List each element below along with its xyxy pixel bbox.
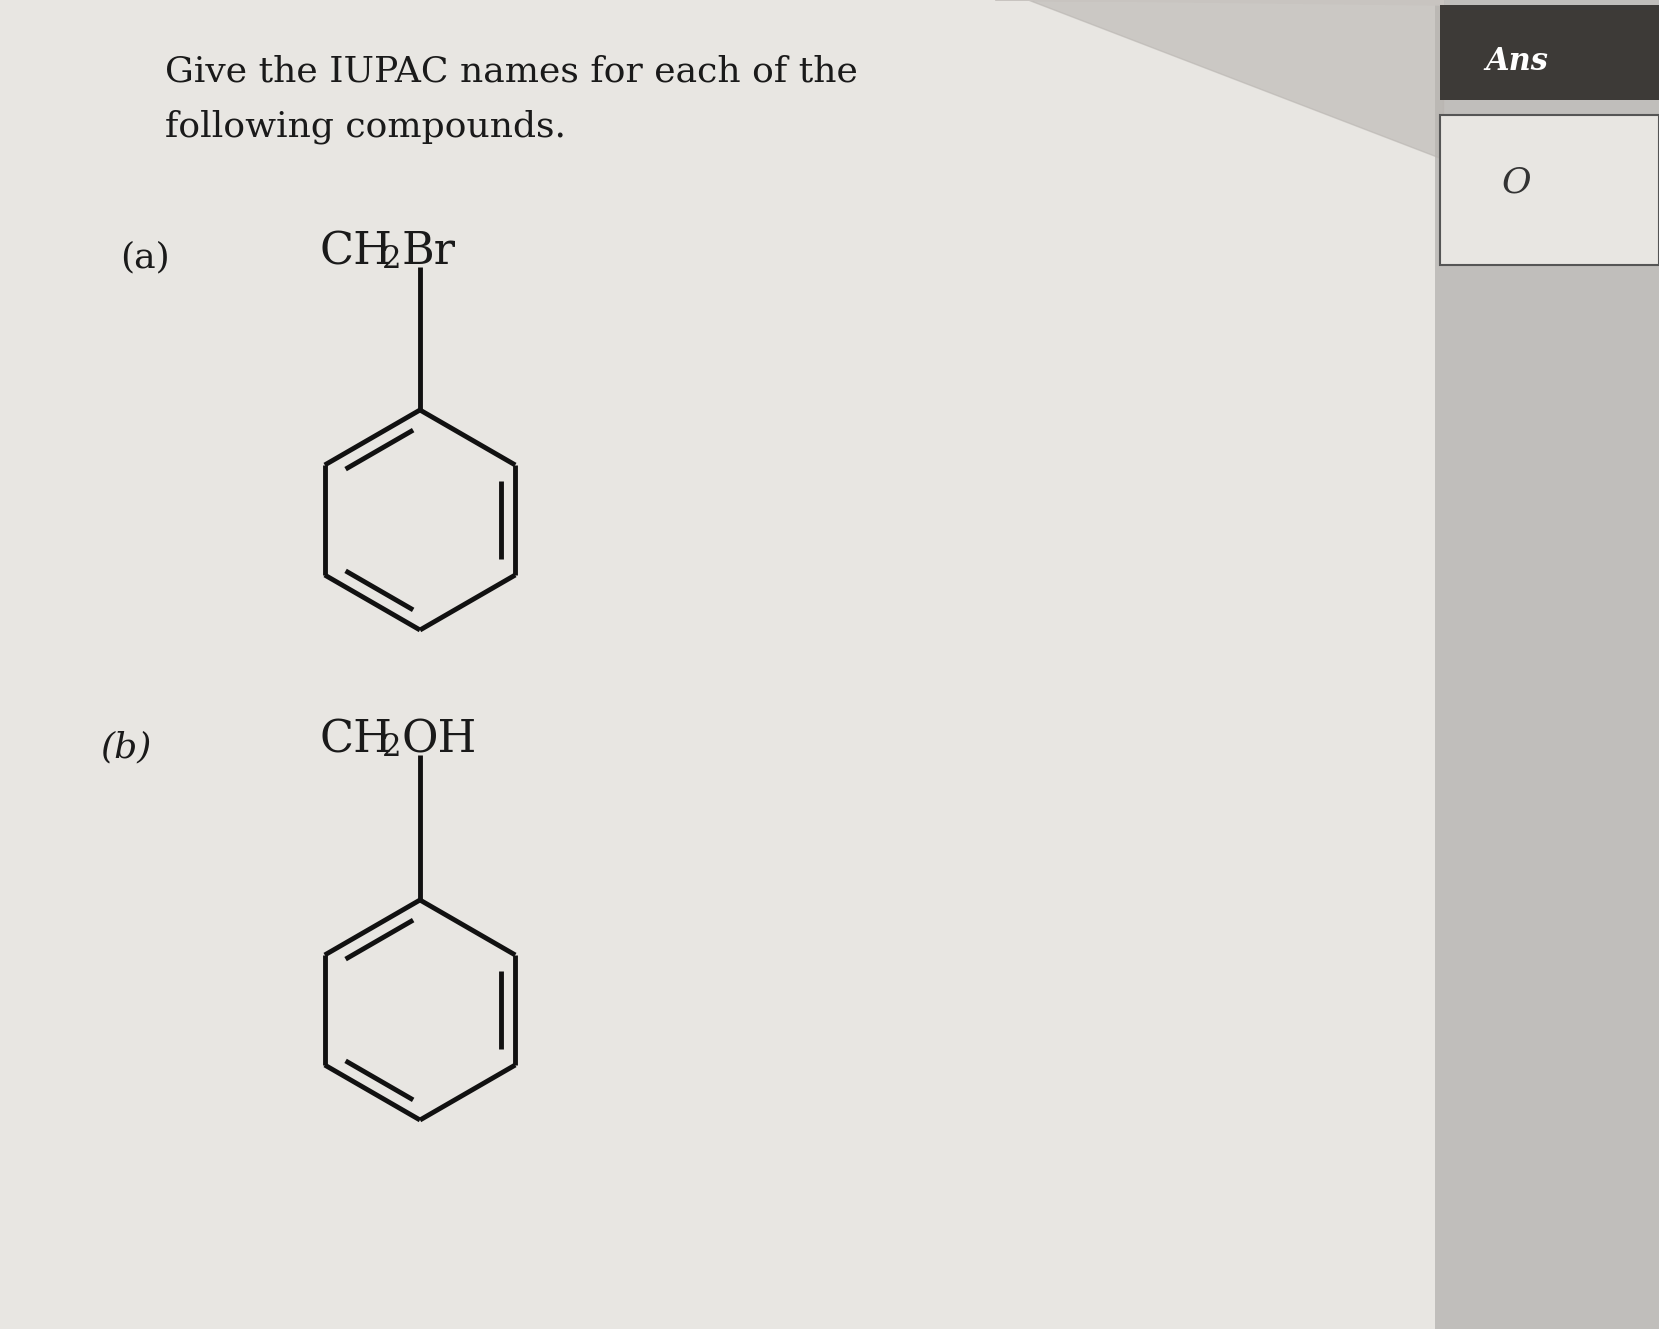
Polygon shape	[995, 0, 1443, 5]
Text: CH: CH	[320, 718, 393, 762]
Text: Give the IUPAC names for each of the: Give the IUPAC names for each of the	[164, 54, 858, 89]
Bar	[1440, 5, 1659, 100]
Bar	[1440, 116, 1659, 264]
Polygon shape	[1029, 0, 1443, 159]
Text: OH: OH	[401, 718, 478, 762]
Text: CH: CH	[320, 230, 393, 274]
Text: O: O	[1501, 166, 1531, 199]
Text: (a): (a)	[119, 241, 169, 274]
Bar	[1435, 0, 1659, 1329]
Text: Ans: Ans	[1485, 47, 1548, 77]
Bar	[0, 0, 1443, 1329]
Text: (b): (b)	[100, 730, 151, 764]
Text: 2: 2	[382, 245, 401, 275]
Text: 2: 2	[382, 732, 401, 763]
Text: following compounds.: following compounds.	[164, 110, 566, 145]
Text: Br: Br	[401, 230, 456, 274]
